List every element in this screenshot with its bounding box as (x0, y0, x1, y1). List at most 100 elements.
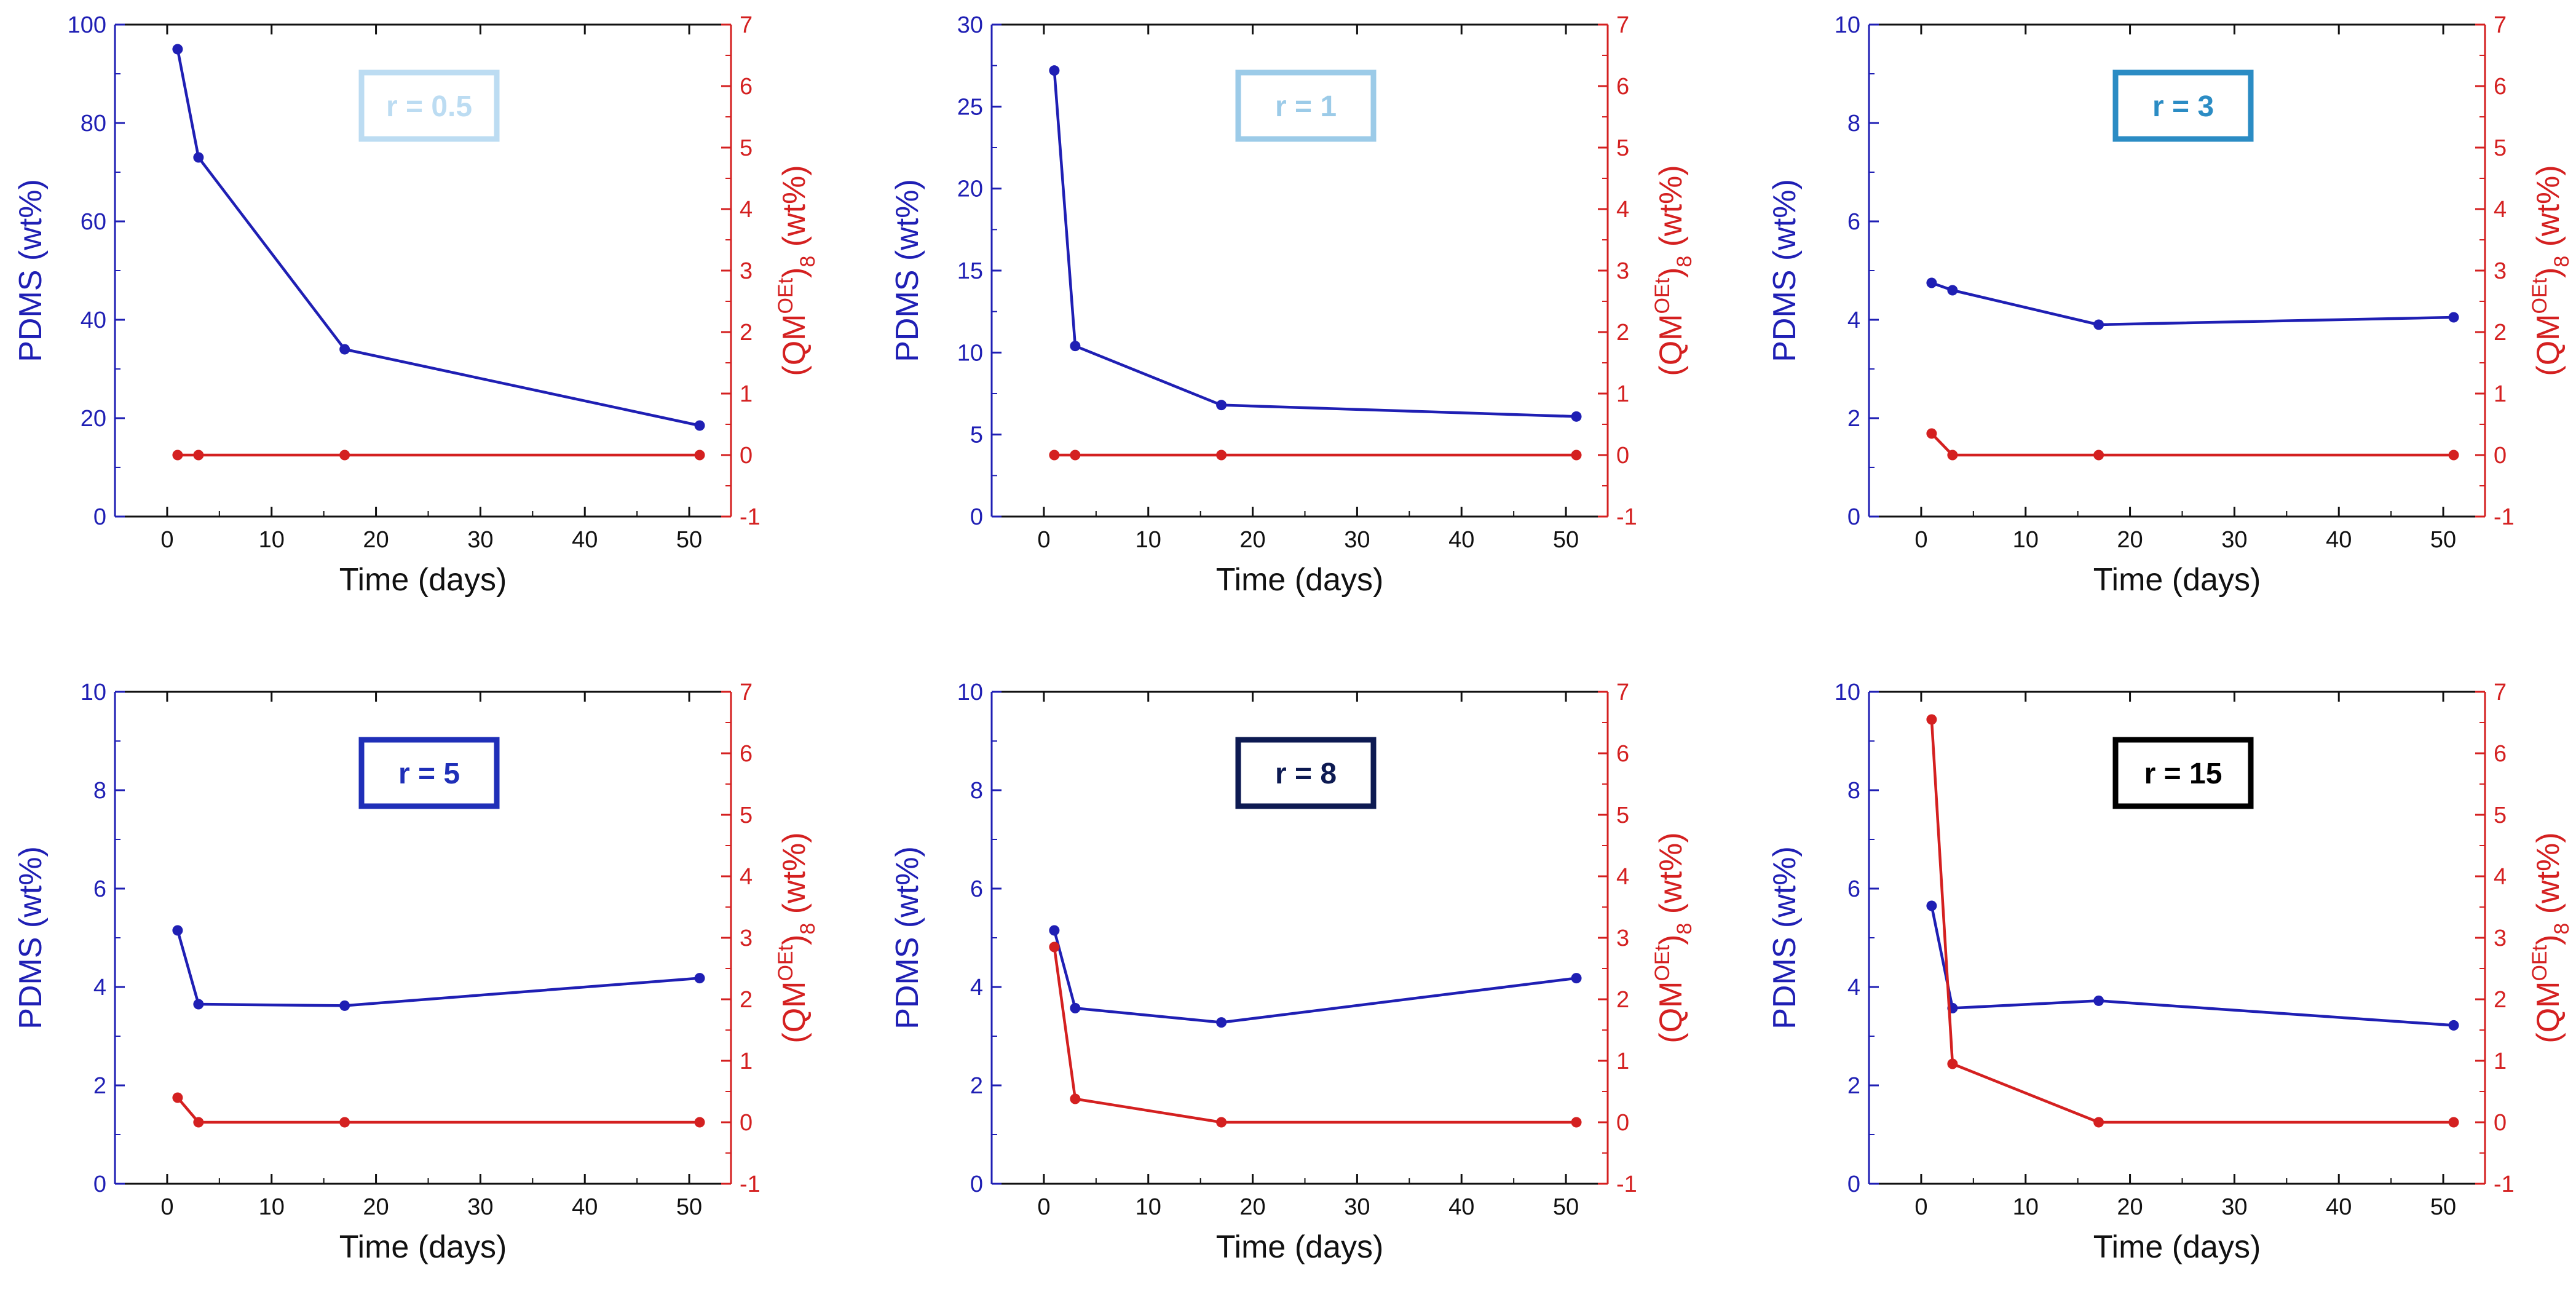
x-tick-label: 10 (1136, 1194, 1161, 1220)
y2-tick-label: 2 (740, 987, 753, 1013)
qm-data-point (694, 1117, 705, 1128)
y2-tick-label: 1 (2494, 381, 2507, 407)
y2-label-tail: (wt%) (776, 165, 812, 255)
pdms-data-point (172, 925, 183, 936)
y-tick-label: 4 (970, 975, 983, 1001)
y-axis-label: PDMS (wt%) (1767, 179, 1803, 362)
y2-label-main: (QM (1653, 314, 1689, 376)
y2-label-sup: OEt (1651, 277, 1674, 314)
x-tick-label: 0 (160, 527, 173, 553)
pdms-data-point (1571, 411, 1582, 422)
y2-tick-label: 7 (2494, 12, 2507, 38)
y-tick-label: 5 (970, 422, 983, 448)
y2-label-close: ) (2531, 268, 2566, 278)
pdms-data-point (1049, 65, 1060, 76)
x-tick-label: 10 (259, 1194, 285, 1220)
pdms-data-point (1947, 285, 1958, 296)
qm-data-point (2448, 450, 2459, 461)
title-box (358, 69, 500, 142)
y-tick-label: 30 (957, 12, 983, 38)
y2-tick-label: 5 (2494, 803, 2507, 828)
y2-tick-label: 5 (740, 135, 753, 161)
pdms-series-line (1053, 70, 1577, 418)
pdms-data-point (1216, 400, 1227, 411)
pdms-series-line (1931, 281, 2454, 327)
chart-panel: 0 10 20 30 40 50 0 20 40 60 80 100 -1 0 1 2 3 4 5 6 7 Time (d… (13, 12, 820, 598)
y2-tick-label: 2 (2494, 320, 2507, 346)
y2-label-main: (QM (776, 981, 812, 1044)
y-tick-label: 4 (1847, 307, 1860, 333)
y2-label-tail: (wt%) (1653, 832, 1689, 922)
y2-tick-label: 0 (740, 443, 753, 469)
y2-tick-label: -1 (740, 504, 761, 530)
y-tick-label: 0 (1847, 1171, 1860, 1197)
chart-panel: 0 10 20 30 40 50 0 5 10 15 20 25 30 -1 0 1 2 3 4 5 6 7 Time (d… (890, 12, 1696, 598)
pdms-data-point (2093, 319, 2104, 330)
qm-data-point (1216, 450, 1227, 461)
y2-label-sub: 8 (796, 923, 820, 935)
x-tick-label: 10 (259, 527, 285, 553)
y2-label-main: (QM (2531, 314, 2566, 376)
qm-data-point (2093, 450, 2104, 461)
y2-tick-label: 3 (740, 258, 753, 284)
pdms-data-point (1216, 1017, 1227, 1028)
qm-data-point (1070, 1093, 1081, 1104)
y2-tick-label: 3 (1616, 925, 1629, 951)
x-tick-label: 20 (1239, 1194, 1265, 1220)
qm-data-point (2448, 1117, 2459, 1128)
y2-tick-label: 6 (2494, 741, 2507, 767)
x-tick-label: 40 (572, 527, 598, 553)
chart-title: r = 1 (1275, 90, 1337, 123)
x-tick-label: 10 (2013, 1194, 2039, 1220)
y2-tick-label: 4 (1616, 197, 1629, 223)
y-axis-label: PDMS (wt%) (890, 846, 925, 1029)
y-tick-label: 10 (1835, 680, 1860, 705)
x-tick-label: 30 (1344, 527, 1370, 553)
y2-tick-label: 7 (2494, 680, 2507, 705)
x-tick-label: 20 (363, 527, 389, 553)
x-axis-label: Time (days) (1216, 1229, 1384, 1265)
y2-tick-label: 2 (740, 320, 753, 346)
y2-label-close: ) (2531, 935, 2566, 945)
pdms-data-point (2448, 312, 2459, 323)
y2-tick-label: 3 (1616, 258, 1629, 284)
pdms-data-point (1571, 973, 1582, 984)
y-axis-label: PDMS (wt%) (1767, 846, 1803, 1029)
chart-title: r = 5 (398, 758, 460, 790)
y2-tick-label: 4 (2494, 864, 2507, 890)
qm-data-point (193, 450, 204, 461)
x-tick-label: 20 (2117, 1194, 2143, 1220)
x-tick-label: 0 (1037, 1194, 1050, 1220)
x-tick-label: 40 (572, 1194, 598, 1220)
y2-tick-label: 6 (2494, 74, 2507, 100)
qm-data-point (1947, 1058, 1958, 1069)
x-tick-label: 50 (676, 527, 702, 553)
y2-axis-label: (QMOEt)8 (wt%) (774, 165, 820, 376)
x-axis-label: Time (days) (339, 1229, 507, 1265)
y-tick-label: 4 (1847, 975, 1860, 1001)
x-tick-label: 0 (160, 1194, 173, 1220)
y-tick-label: 0 (970, 1171, 983, 1197)
x-axis-label: Time (days) (1216, 562, 1384, 598)
qm-data-point (172, 1092, 183, 1103)
x-axis-label: Time (days) (2093, 1229, 2261, 1265)
y-tick-label: 10 (957, 680, 983, 705)
y2-tick-label: -1 (2494, 1171, 2515, 1197)
chart-panel: 0 10 20 30 40 50 0 2 4 6 8 10 -1 0 1 2 3 4 5 6 7 Time (days) P… (890, 680, 1696, 1265)
pdms-data-point (1926, 900, 1937, 911)
qm-series-line (176, 1096, 700, 1124)
x-tick-label: 50 (676, 1194, 702, 1220)
y-tick-label: 6 (93, 876, 106, 902)
y2-label-close: ) (776, 268, 812, 278)
y-tick-label: 2 (93, 1073, 106, 1099)
y-tick-label: 0 (970, 504, 983, 530)
qm-data-point (1070, 450, 1081, 461)
y2-tick-label: 6 (740, 741, 753, 767)
y-axis-label: PDMS (wt%) (890, 179, 925, 362)
y2-tick-label: -1 (740, 1171, 761, 1197)
y2-tick-label: 1 (740, 381, 753, 407)
y-tick-label: 6 (1847, 876, 1860, 902)
y2-tick-label: 0 (2494, 443, 2507, 469)
x-tick-label: 40 (1448, 527, 1474, 553)
